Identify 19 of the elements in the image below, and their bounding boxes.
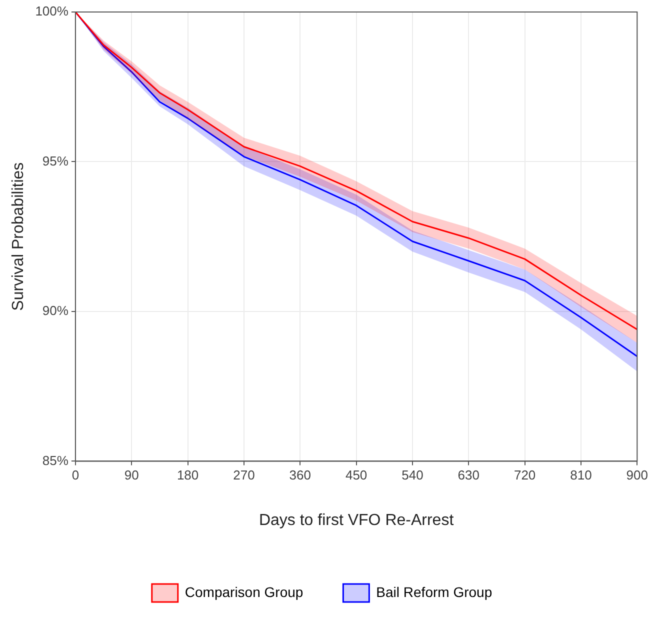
y-axis-title: Survival Probabilities [10, 162, 28, 311]
x-tick-label: 180 [176, 468, 199, 483]
x-tick-label: 270 [233, 468, 255, 483]
y-tick-label: 85% [42, 452, 69, 468]
x-tick-label: 0 [72, 468, 80, 483]
x-tick-label: 630 [458, 468, 480, 483]
x-tick-label: 810 [570, 468, 592, 483]
y-tick-label: 90% [42, 303, 69, 318]
x-tick-label: 900 [626, 468, 648, 483]
x-tick-label: 450 [345, 468, 368, 483]
x-tick-label: 90 [124, 468, 139, 483]
legend-label: Comparison Group [184, 584, 304, 600]
x-axis-title: Days to first VFO Re-Arrest [258, 512, 454, 529]
y-tick-label: 95% [42, 153, 69, 168]
x-tick-label: 540 [402, 468, 424, 483]
y-tick-label: 100% [35, 4, 69, 19]
x-tick-label: 720 [514, 468, 536, 483]
legend-label: Bail Reform Group [376, 584, 492, 600]
x-tick-label: 360 [289, 468, 311, 483]
